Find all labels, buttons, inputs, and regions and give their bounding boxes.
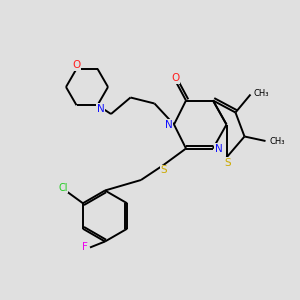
Text: Cl: Cl: [58, 183, 68, 193]
Text: CH₃: CH₃: [253, 88, 269, 98]
Text: N: N: [214, 143, 222, 154]
Text: S: S: [225, 158, 231, 168]
Text: O: O: [72, 60, 81, 70]
Text: N: N: [165, 119, 172, 130]
Text: S: S: [160, 165, 167, 176]
Text: F: F: [82, 242, 88, 253]
Text: O: O: [171, 73, 180, 83]
Text: CH₃: CH₃: [269, 136, 285, 146]
Text: N: N: [97, 104, 104, 114]
